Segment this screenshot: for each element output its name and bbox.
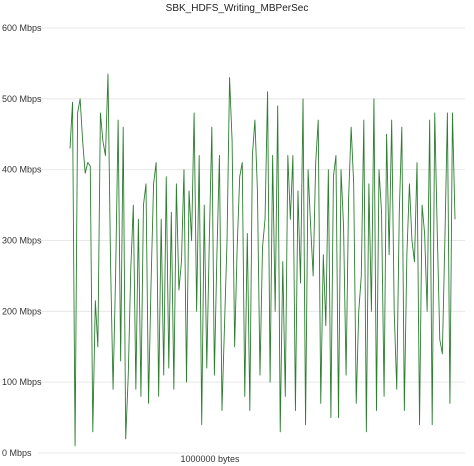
y-tick-label: 600 Mbps — [2, 23, 42, 33]
x-axis-ticks: 1000000 bytes — [180, 454, 240, 464]
y-tick-label: 500 Mbps — [2, 94, 42, 104]
y-axis-ticks: 0 Mbps 100 Mbps 200 Mbps 300 Mbps 400 Mbps 50… — [2, 23, 42, 458]
y-tick-label: 300 Mbps — [2, 236, 42, 246]
series-line — [69, 73, 456, 447]
chart-title: SBK_HDFS_Writing_MBPerSec — [166, 3, 309, 14]
y-tick-label: 200 Mbps — [2, 306, 42, 316]
y-tick-label: 100 Mbps — [2, 377, 42, 387]
y-tick-label: 400 Mbps — [2, 165, 42, 175]
y-tick-label: 0 Mbps — [2, 448, 32, 458]
x-tick-label: 1000000 bytes — [180, 454, 240, 464]
